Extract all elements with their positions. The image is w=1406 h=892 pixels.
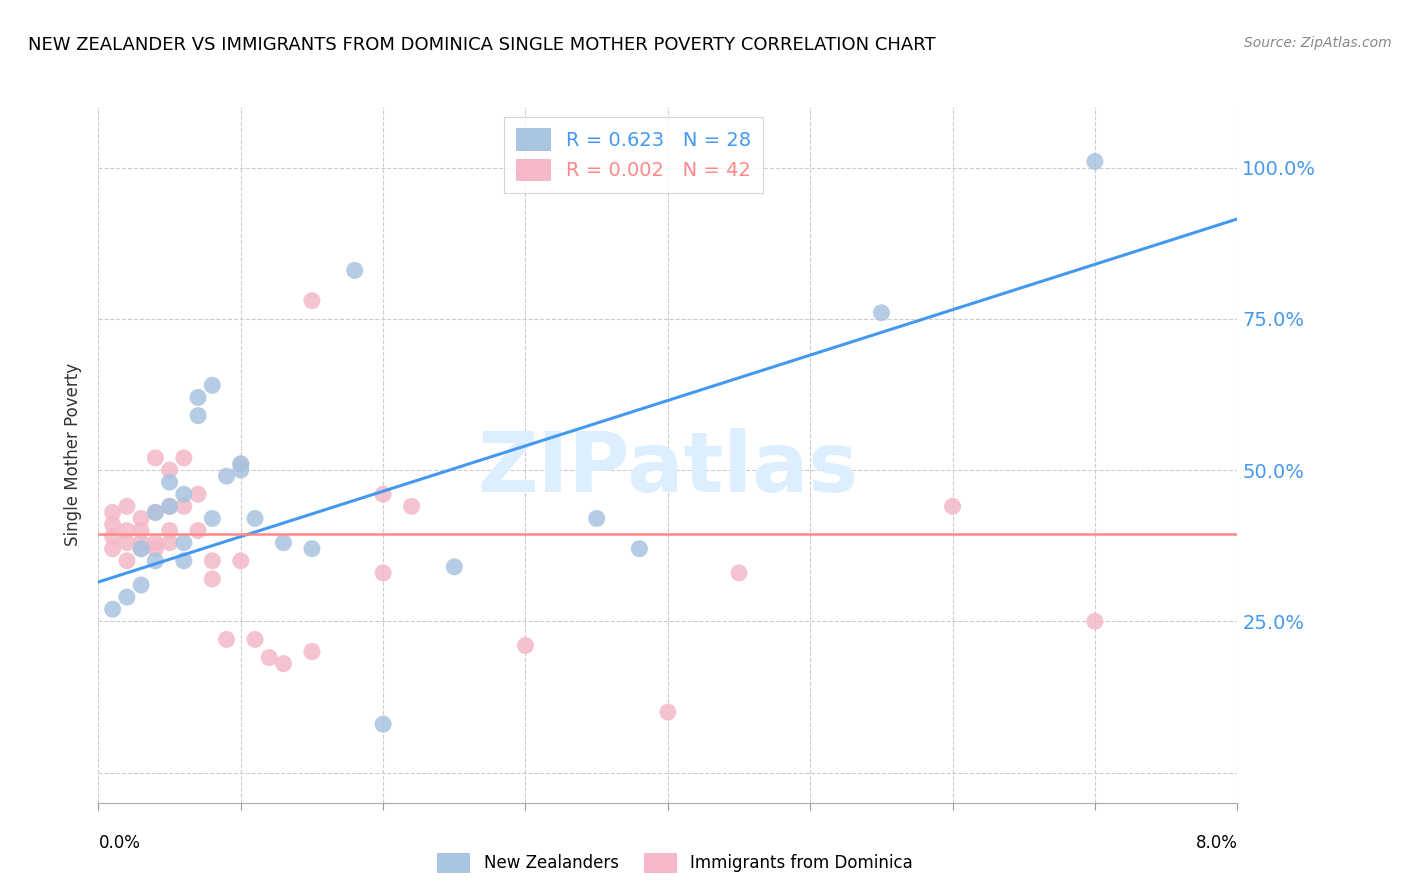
Point: [301, 644, 323, 658]
Point: [243, 511, 266, 525]
Point: [145, 554, 167, 568]
Point: [229, 457, 252, 471]
Point: [129, 541, 152, 556]
Point: [159, 500, 181, 514]
Point: [373, 487, 395, 501]
Point: [243, 632, 266, 647]
Point: [942, 500, 965, 514]
Text: ZIPatlas: ZIPatlas: [478, 428, 858, 509]
Point: [187, 409, 209, 423]
Point: [129, 511, 152, 525]
Point: [101, 517, 124, 532]
Point: [373, 717, 395, 731]
Point: [443, 559, 465, 574]
Point: [229, 463, 252, 477]
Point: [173, 535, 195, 549]
Point: [129, 535, 152, 549]
Point: [301, 293, 323, 308]
Point: [145, 450, 167, 465]
Point: [145, 535, 167, 549]
Point: [159, 500, 181, 514]
Point: [201, 554, 224, 568]
Point: [628, 541, 651, 556]
Point: [259, 650, 281, 665]
Point: [728, 566, 751, 580]
Point: [173, 500, 195, 514]
Point: [173, 450, 195, 465]
Point: [115, 554, 138, 568]
Point: [201, 511, 224, 525]
Point: [187, 524, 209, 538]
Point: [159, 535, 181, 549]
Text: 0.0%: 0.0%: [98, 834, 141, 852]
Point: [173, 487, 195, 501]
Point: [215, 469, 238, 483]
Point: [129, 541, 152, 556]
Point: [115, 500, 138, 514]
Point: [373, 566, 395, 580]
Point: [657, 705, 679, 719]
Point: [115, 590, 138, 604]
Point: [101, 602, 124, 616]
Point: [159, 524, 181, 538]
Point: [173, 554, 195, 568]
Point: [401, 500, 423, 514]
Text: NEW ZEALANDER VS IMMIGRANTS FROM DOMINICA SINGLE MOTHER POVERTY CORRELATION CHAR: NEW ZEALANDER VS IMMIGRANTS FROM DOMINIC…: [28, 36, 936, 54]
Point: [159, 475, 181, 490]
Point: [343, 263, 366, 277]
Point: [101, 505, 124, 519]
Legend: New Zealanders, Immigrants from Dominica: New Zealanders, Immigrants from Dominica: [430, 847, 920, 880]
Point: [115, 535, 138, 549]
Point: [1084, 154, 1107, 169]
Point: [201, 378, 224, 392]
Point: [145, 541, 167, 556]
Text: 8.0%: 8.0%: [1195, 834, 1237, 852]
Point: [129, 524, 152, 538]
Point: [515, 639, 537, 653]
Point: [301, 541, 323, 556]
Point: [201, 572, 224, 586]
Point: [159, 463, 181, 477]
Point: [115, 524, 138, 538]
Point: [101, 541, 124, 556]
Point: [101, 530, 124, 544]
Point: [129, 578, 152, 592]
Legend: R = 0.623   N = 28, R = 0.002   N = 42: R = 0.623 N = 28, R = 0.002 N = 42: [505, 117, 763, 193]
Point: [273, 535, 295, 549]
Y-axis label: Single Mother Poverty: Single Mother Poverty: [65, 363, 83, 547]
Point: [187, 391, 209, 405]
Point: [229, 554, 252, 568]
Point: [1084, 615, 1107, 629]
Point: [870, 306, 893, 320]
Point: [229, 457, 252, 471]
Point: [187, 487, 209, 501]
Point: [273, 657, 295, 671]
Point: [585, 511, 607, 525]
Point: [145, 505, 167, 519]
Point: [215, 632, 238, 647]
Point: [145, 505, 167, 519]
Text: Source: ZipAtlas.com: Source: ZipAtlas.com: [1244, 36, 1392, 50]
